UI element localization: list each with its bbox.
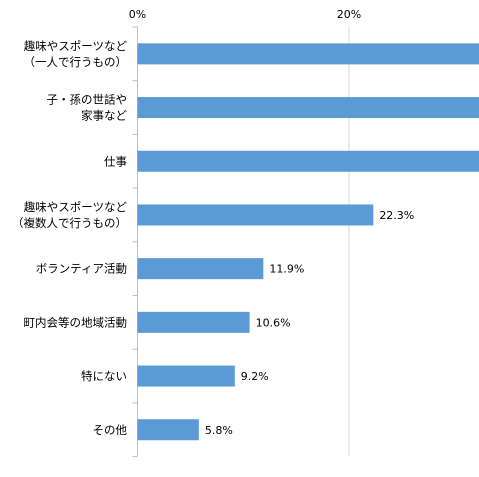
bar (138, 97, 479, 118)
category-label: 特にない (81, 369, 127, 383)
x-tick-label: 0% (129, 8, 146, 21)
bar (138, 151, 479, 172)
data-label: 22.3% (379, 209, 414, 222)
category-label: 家事など (81, 109, 127, 123)
data-label: 9.2% (241, 370, 269, 383)
category-label: 町内会等の地域活動 (24, 315, 128, 329)
category-label: ボランティア活動 (36, 262, 127, 276)
bar (138, 419, 199, 440)
data-label: 5.8% (205, 424, 233, 437)
category-label: 仕事 (104, 154, 127, 168)
category-label: （複数人で行うもの） (12, 216, 127, 230)
bar (138, 366, 235, 387)
data-label: 10.6% (256, 316, 291, 329)
bar (138, 43, 479, 64)
category-label: その他 (93, 423, 128, 437)
category-label: 子・孫の世話や (47, 93, 128, 107)
x-tick-label: 20% (337, 8, 361, 21)
bar (138, 258, 264, 279)
category-label: 趣味やスポーツなど (24, 200, 128, 214)
data-label: 11.9% (269, 263, 304, 276)
category-label: 趣味やスポーツなど (24, 39, 128, 53)
bar (138, 204, 374, 225)
category-label: （一人で行うもの） (24, 55, 128, 69)
bar (138, 312, 250, 333)
